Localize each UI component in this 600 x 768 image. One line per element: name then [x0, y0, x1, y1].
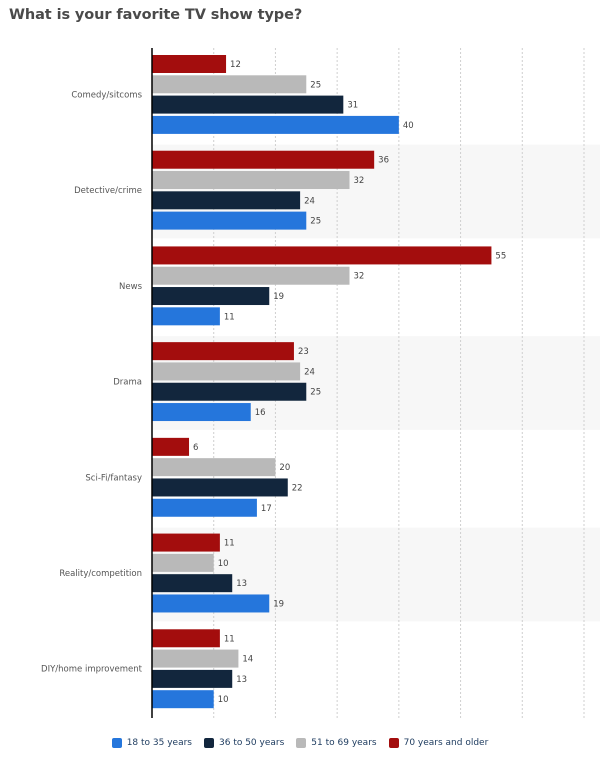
data-label: 24	[304, 367, 315, 377]
bar	[152, 362, 301, 381]
bar	[152, 246, 492, 265]
legend-item[interactable]: 70 years and older	[388, 738, 489, 748]
bar	[152, 382, 307, 401]
data-label: 17	[261, 504, 272, 514]
bar	[152, 437, 190, 456]
data-label: 36	[378, 156, 389, 166]
bar	[152, 403, 251, 422]
legend-label: 18 to 35 years	[126, 738, 192, 748]
bar	[152, 553, 214, 572]
bar	[152, 690, 214, 709]
bar	[152, 266, 350, 285]
data-label: 6	[193, 443, 198, 453]
bar	[152, 342, 294, 361]
category-label: Drama	[113, 378, 142, 388]
bar	[152, 533, 220, 552]
data-label: 22	[292, 483, 303, 493]
data-label: 25	[310, 80, 321, 90]
legend-item[interactable]: 18 to 35 years	[111, 738, 192, 748]
data-label: 32	[353, 176, 364, 186]
data-label: 10	[218, 559, 229, 569]
bar	[152, 458, 276, 477]
legend-swatch	[111, 738, 122, 748]
bar	[152, 669, 233, 688]
category-label: Sci-Fi/fantasy	[85, 473, 142, 483]
data-label: 11	[224, 539, 235, 549]
data-label: 13	[236, 579, 247, 589]
data-label: 31	[347, 101, 358, 111]
bar-chart: Comedy/sitcoms 12 25 31 40 Detective/crime 36 3…	[41, 48, 585, 718]
category-label: Detective/crime	[74, 186, 142, 196]
bar	[152, 171, 350, 190]
bar	[152, 75, 307, 94]
bar	[152, 191, 301, 210]
legend-swatch	[388, 738, 399, 748]
legend-item[interactable]: 36 to 50 years	[204, 738, 284, 748]
data-label: 11	[224, 312, 235, 322]
data-label: 12	[230, 60, 241, 70]
legend-label: 70 years and older	[403, 738, 489, 748]
bar	[152, 649, 239, 668]
legend-swatch	[296, 738, 307, 748]
data-label: 25	[310, 217, 321, 227]
category-label: Comedy/sitcoms	[71, 90, 142, 100]
bar	[152, 55, 227, 73]
bar	[152, 629, 220, 648]
bar	[152, 594, 270, 613]
data-label: 25	[310, 388, 321, 398]
chart-title: What is your favorite TV show type?	[9, 7, 303, 23]
legend-item[interactable]: 51 to 69 years	[296, 738, 377, 748]
category-label: DIY/home improvement	[41, 665, 143, 675]
bar	[152, 115, 399, 134]
legend-label: 36 to 50 years	[219, 738, 285, 748]
data-label: 10	[218, 695, 229, 705]
data-label: 19	[273, 599, 284, 609]
bar	[152, 287, 270, 306]
data-label: 13	[236, 675, 247, 685]
chart-legend: 18 to 35 years 36 to 50 years 51 to 69 yea…	[0, 738, 600, 748]
data-label: 24	[304, 196, 315, 206]
data-label: 16	[255, 408, 266, 418]
data-label: 20	[279, 463, 290, 473]
bar	[152, 478, 288, 497]
bar	[152, 211, 307, 230]
data-label: 55	[495, 251, 506, 261]
bar	[152, 498, 257, 517]
bar	[152, 307, 220, 326]
data-label: 32	[353, 272, 364, 282]
data-label: 19	[273, 292, 284, 302]
category-label: Reality/competition	[59, 569, 142, 579]
bar	[152, 150, 375, 169]
category-label: News	[119, 282, 143, 292]
data-label: 14	[242, 655, 253, 665]
legend-label: 51 to 69 years	[311, 738, 377, 748]
data-label: 40	[403, 121, 414, 131]
bar	[152, 574, 233, 593]
bar	[152, 95, 344, 114]
data-label: 23	[298, 347, 309, 357]
data-label: 11	[224, 634, 235, 644]
legend-swatch	[204, 738, 214, 748]
